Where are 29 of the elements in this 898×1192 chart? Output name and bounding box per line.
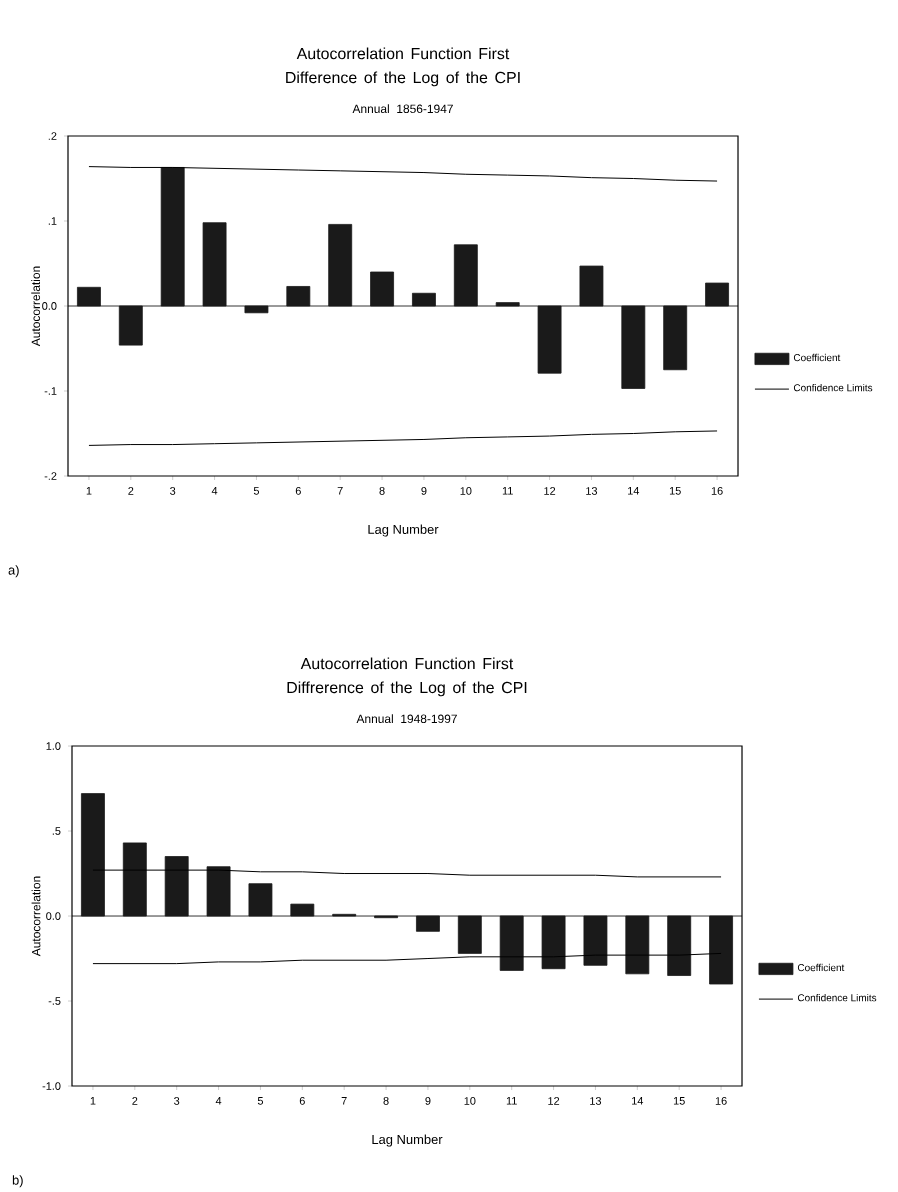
- bar: [248, 883, 273, 917]
- bar: [290, 903, 315, 917]
- bar: [202, 222, 227, 307]
- bar: [625, 915, 650, 975]
- bar: [583, 915, 608, 966]
- bar: [81, 793, 105, 917]
- bar: [541, 915, 566, 970]
- bar: [663, 305, 688, 371]
- bar: [537, 305, 562, 374]
- bar: [621, 305, 646, 389]
- bar: [579, 265, 604, 307]
- bar: [160, 167, 185, 307]
- bar: [457, 915, 482, 954]
- bar: [370, 271, 394, 307]
- bar: [244, 305, 269, 314]
- bar: [709, 915, 733, 985]
- bar: [206, 866, 231, 917]
- bar: [122, 842, 147, 917]
- bar: [453, 244, 478, 307]
- bar: [164, 856, 189, 917]
- bar: [412, 292, 436, 307]
- bar: [416, 915, 440, 932]
- bar: [328, 224, 353, 307]
- bar: [667, 915, 692, 976]
- bar: [705, 282, 729, 307]
- bar: [118, 305, 143, 346]
- bar: [499, 915, 524, 971]
- bar: [77, 286, 101, 307]
- bar: [286, 286, 311, 307]
